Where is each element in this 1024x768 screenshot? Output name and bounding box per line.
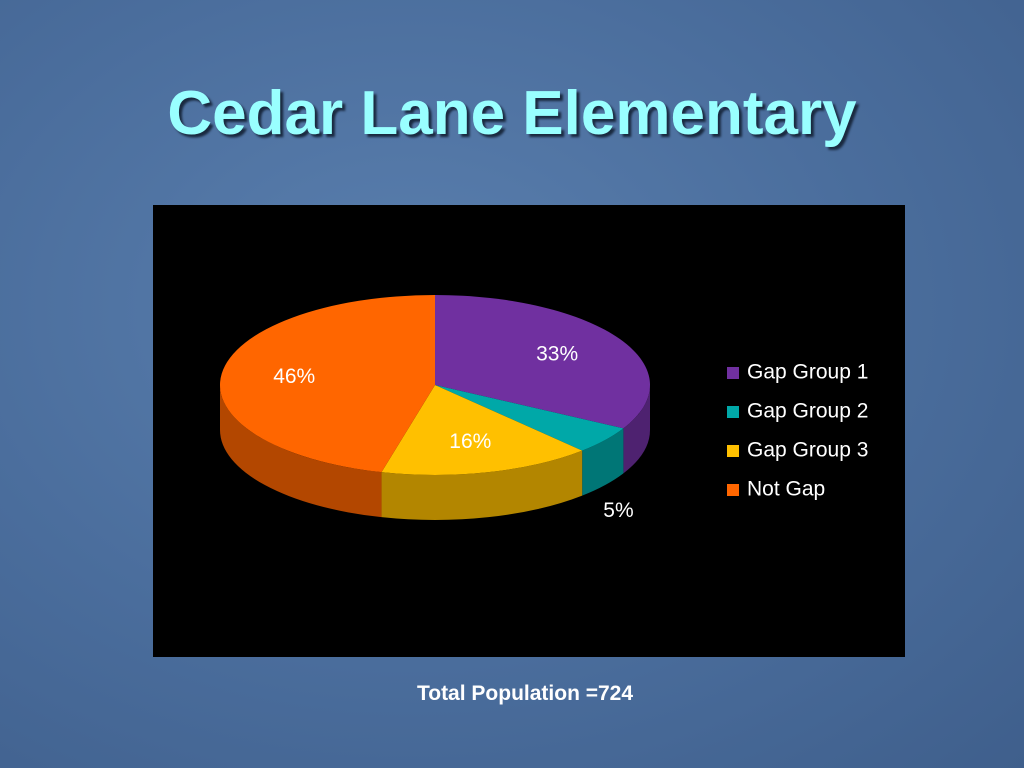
slice (381, 385, 583, 475)
legend-label: Gap Group 3 (747, 439, 868, 462)
footer-note: Total Population =724 (416, 682, 634, 705)
slice-side (381, 450, 583, 520)
slice-side (623, 385, 650, 474)
data-label: 46% (273, 365, 315, 388)
data-label: 16% (449, 430, 491, 453)
slice (435, 385, 624, 451)
legend-label: Gap Group 2 (747, 400, 868, 423)
legend-label: Not Gap (747, 478, 825, 501)
slice (435, 295, 651, 429)
legend-swatch (727, 367, 739, 379)
data-label: 5% (603, 499, 633, 522)
slice (219, 295, 435, 473)
data-label: 33% (536, 342, 578, 365)
slice-side (582, 428, 624, 496)
slice-side (220, 385, 382, 518)
chart: 33% 5% 16% 46% Gap Group 1 Gap Group 2 Gap Gro… (153, 205, 905, 657)
slide-title: Cedar Lane Elementary (167, 79, 857, 148)
legend-swatch (727, 445, 739, 457)
legend-label: Gap Group 1 (747, 361, 868, 384)
legend-swatch (727, 406, 739, 418)
legend-swatch (727, 484, 739, 496)
